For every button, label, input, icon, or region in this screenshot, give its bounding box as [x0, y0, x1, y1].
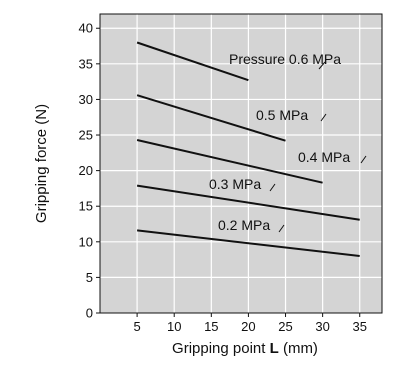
- series-label: 0.5 MPa: [256, 107, 308, 123]
- series-line: [136, 184, 360, 221]
- x-axis-title: Gripping point L (mm): [172, 340, 318, 357]
- plot-border: [99, 13, 383, 314]
- y-axis-title: Gripping force (N): [33, 104, 50, 223]
- y-tick-label: 35: [79, 56, 93, 71]
- y-tick-label: 5: [86, 270, 93, 285]
- label-leader: [360, 155, 367, 164]
- series-line: [136, 139, 323, 184]
- x-tick-label: 25: [278, 319, 292, 334]
- y-tick-label: 10: [79, 234, 93, 249]
- label-leader: [320, 113, 327, 122]
- series-lines: [136, 41, 360, 257]
- series-labels: Pressure 0.6 MPa 0.5 MPa 0.4 MPa 0.3 MPa 0.2…: [209, 51, 367, 233]
- x-tick-label: 35: [353, 319, 367, 334]
- label-leader: [318, 61, 326, 70]
- x-tick-label: 5: [133, 319, 140, 334]
- series-label: Pressure 0.6 MPa: [229, 51, 341, 67]
- label-leader: [278, 224, 285, 233]
- y-tick-label: 40: [79, 21, 93, 36]
- x-tick-label: 30: [315, 319, 329, 334]
- x-axis-title-symbol: L: [270, 340, 279, 357]
- grid: [100, 14, 382, 313]
- axis-ticks: 5 10 15 20 25 30 35 0 5 10 15 20 25 30 35 40: [79, 21, 367, 334]
- x-tick-label: 20: [241, 319, 255, 334]
- series-line: [136, 94, 286, 142]
- y-tick-label: 15: [79, 199, 93, 214]
- y-tick-label: 25: [79, 128, 93, 143]
- series-line: [136, 41, 249, 82]
- label-leader: [269, 183, 276, 192]
- y-tick-label: 30: [79, 92, 93, 107]
- y-tick-label: 0: [86, 306, 93, 321]
- series-label: 0.2 MPa: [218, 217, 270, 233]
- series-label: 0.3 MPa: [209, 176, 261, 192]
- y-tick-label: 20: [79, 163, 93, 178]
- x-axis-title-suffix: (mm): [279, 340, 318, 357]
- x-tick-label: 10: [167, 319, 181, 334]
- x-axis-title-prefix: Gripping point: [172, 340, 270, 357]
- series-label: 0.4 MPa: [298, 149, 350, 165]
- series-line: [136, 229, 360, 257]
- x-tick-label: 15: [204, 319, 218, 334]
